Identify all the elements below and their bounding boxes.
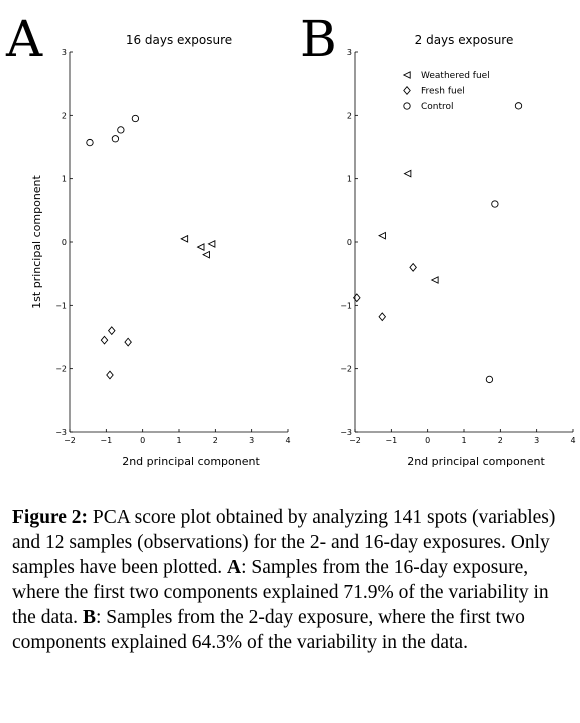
panel-b-legend-label: Fresh fuel (421, 87, 465, 97)
panel-a-y-tick-label: 3 (62, 48, 67, 57)
panel-a-point-circle (86, 138, 94, 147)
panel-b-x-tick-label: 2 (498, 436, 503, 445)
panel-b-x-tick-label: −1 (385, 436, 397, 445)
caption-panel-b-text: : Samples from the 2-day exposure, where… (12, 607, 525, 653)
caption-panel-a-text: : Samples from the 16-day exposure, wher… (12, 557, 549, 628)
panel-a-x-tick-label: −2 (64, 436, 76, 445)
panel-b-point-circle (514, 102, 523, 110)
figure-caption: Figure 2: PCA score plot obtained by ana… (12, 505, 572, 655)
panel-b-y-tick-label: 3 (347, 48, 352, 57)
panel-a-point-diamond (106, 370, 114, 380)
panel-b-x-tick-label: 1 (461, 436, 466, 445)
figure-charts: A 16 days exposure−2 −1 0 1 2 3 4−3−2−101232nd … (5, 10, 576, 468)
panel-b-point-circle (491, 200, 499, 208)
panel-b-y-tick-label: 1 (347, 175, 352, 184)
panel-a-x-tick-label: 4 (285, 436, 290, 445)
panel-a-x-tick-label: −1 (100, 436, 112, 445)
panel-b-y-tick-label: −3 (340, 428, 352, 437)
panel-b-point-diamond (378, 312, 387, 322)
panel-b-legend-marker-diamond (403, 86, 411, 95)
panel-a-y-axis-label: 1st principal component (30, 174, 43, 308)
panel-a-y-tick-label: −2 (55, 365, 67, 374)
panel-b-letter: B (300, 10, 337, 68)
panel-b-x-tick-label: 4 (570, 436, 575, 445)
panel-b-legend-label: Weathered fuel (421, 71, 490, 81)
panel-a-letter: A (5, 10, 43, 68)
panel-a-x-tick-label: 0 (140, 436, 145, 445)
panel-b-point-diamond (409, 262, 417, 272)
panel-b-point-triangle (403, 169, 412, 178)
panel-b-x-tick-label: −2 (349, 436, 361, 445)
panel-b-y-tick-label: −1 (340, 301, 352, 310)
panel-a-point-diamond (107, 326, 116, 336)
panel-a-x-tick-label: 1 (176, 436, 181, 445)
panel-b-legend-marker-triangle (402, 71, 411, 79)
panel-a-y-tick-label: 1 (62, 175, 67, 184)
panel-b-point-triangle (430, 276, 439, 284)
caption-text-intro: PCA score plot obtained by analyzing 141… (12, 507, 556, 578)
panel-a-point-triangle (202, 250, 210, 259)
panel-a-point-circle (111, 135, 120, 143)
panel-b-point-triangle (378, 231, 386, 240)
panel-b-x-tick-label: 3 (534, 436, 539, 445)
panel-a-y-tick-label: −3 (55, 428, 67, 437)
panel-b-legend-label: Control (421, 102, 454, 112)
panel-a-y-tick-label: −1 (55, 301, 67, 310)
panel-a-point-diamond (124, 337, 132, 347)
caption-panel-b-label: B (82, 607, 96, 628)
caption-label: Figure 2: (12, 507, 89, 528)
panel-b-legend-marker-circle (403, 102, 411, 110)
panel-a-x-tick-label: 3 (249, 436, 254, 445)
panel-a-point-diamond (100, 335, 109, 345)
panel-b-x-axis-label: 2nd principal component (407, 455, 545, 468)
panel-a-x-tick-label: 2 (213, 436, 218, 445)
panel-b-x-tick-label: 0 (425, 436, 430, 445)
panel-a-point-triangle (196, 243, 205, 251)
panel-b-point-diamond (353, 293, 361, 303)
panel-a-point-circle (131, 114, 140, 123)
panel-b-y-tick-label: −2 (340, 365, 352, 374)
panel-b-point-circle (485, 375, 494, 384)
panel-a-point-circle (117, 126, 125, 134)
caption-panel-a-label: A (226, 557, 242, 578)
panel-a-x-axis-label: 2nd principal component (122, 455, 260, 468)
panel-a-y-tick-label: 2 (62, 111, 67, 120)
panel-a-title: 16 days exposure (126, 33, 232, 47)
panel-b-y-tick-label: 2 (347, 111, 352, 120)
panel-b-title: 2 days exposure (415, 33, 514, 47)
panel-a-y-tick-label: 0 (62, 238, 67, 247)
panel-a-point-triangle (207, 239, 216, 248)
panel-b-y-tick-label: 0 (347, 238, 352, 247)
panel-a-point-triangle (180, 234, 189, 243)
